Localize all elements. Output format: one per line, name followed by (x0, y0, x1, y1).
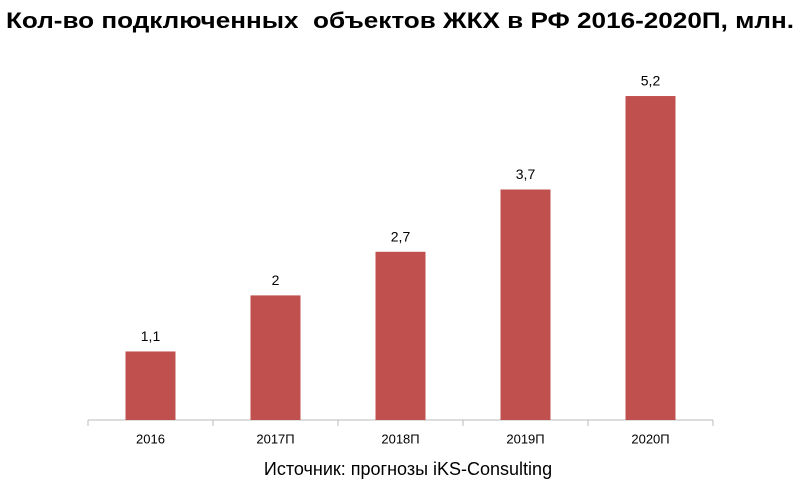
bar (500, 189, 551, 420)
bar (375, 251, 426, 420)
value-label: 5,2 (641, 73, 661, 89)
bar (250, 295, 301, 420)
value-label: 3,7 (516, 166, 536, 182)
chart-title: Кол-во подключенных объектов ЖКХ в РФ 20… (6, 8, 794, 33)
x-tick-label: 2020П (631, 431, 669, 446)
value-label: 1,1 (141, 328, 161, 344)
value-label: 2,7 (391, 228, 411, 244)
x-tick-label: 2019П (506, 431, 544, 446)
value-label: 2 (272, 272, 280, 288)
bar (125, 351, 176, 420)
bar (625, 96, 676, 420)
x-tick-label: 2018П (381, 431, 419, 446)
x-tick-label: 2016 (136, 431, 165, 446)
source-note: Источник: прогнозы iKS-Consulting (264, 459, 552, 479)
x-tick-label: 2017П (256, 431, 294, 446)
